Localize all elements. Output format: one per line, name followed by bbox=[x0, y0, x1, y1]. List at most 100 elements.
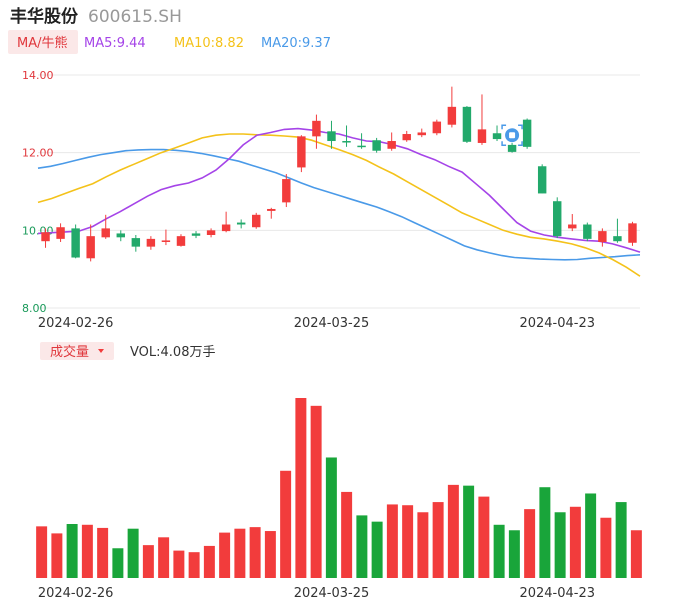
ma10-label: MA10:8.82 bbox=[174, 36, 244, 51]
x-tick-label: 2024-04-23 bbox=[519, 316, 595, 331]
x-tick-label: 2024-03-25 bbox=[294, 316, 370, 331]
volume-bar bbox=[539, 487, 551, 578]
candle bbox=[86, 224, 95, 262]
volume-bar bbox=[615, 502, 627, 578]
candle bbox=[492, 125, 502, 142]
volume-bar bbox=[386, 504, 398, 578]
volume-bar bbox=[112, 548, 124, 578]
candle bbox=[191, 231, 201, 239]
candle bbox=[537, 164, 547, 194]
candle bbox=[267, 207, 276, 219]
volume-bar bbox=[478, 496, 490, 578]
candle bbox=[553, 197, 562, 239]
stock-name: 丰华股份 bbox=[10, 6, 79, 27]
volume-bar bbox=[417, 512, 429, 578]
ma5-line bbox=[37, 127, 641, 253]
candle bbox=[101, 214, 110, 239]
volume-bar bbox=[524, 509, 536, 578]
candle bbox=[447, 86, 457, 128]
volume-bar bbox=[310, 405, 322, 578]
candle bbox=[522, 118, 532, 149]
candle bbox=[327, 120, 336, 149]
candle bbox=[372, 137, 381, 153]
volume-bar bbox=[127, 528, 139, 578]
candle bbox=[312, 114, 321, 149]
ma10-line bbox=[37, 133, 641, 277]
volume-bar bbox=[341, 491, 353, 578]
volume-bar bbox=[264, 531, 276, 578]
candle bbox=[252, 212, 261, 229]
candle bbox=[507, 142, 517, 153]
volume-bar bbox=[249, 527, 261, 578]
volume-bar bbox=[203, 545, 215, 578]
candle bbox=[628, 221, 637, 246]
candle bbox=[477, 94, 487, 145]
crosshair-marker-icon[interactable] bbox=[501, 124, 523, 146]
volume-bar bbox=[600, 517, 612, 578]
volume-badge[interactable] bbox=[40, 342, 114, 360]
candle bbox=[116, 230, 125, 242]
candle bbox=[71, 224, 80, 259]
candle bbox=[342, 125, 351, 147]
volume-bar bbox=[142, 545, 154, 578]
volume-bar bbox=[325, 457, 337, 578]
x-tick-label: 2024-02-26 bbox=[38, 316, 114, 331]
candle bbox=[357, 133, 366, 149]
volume-bar bbox=[463, 485, 475, 578]
volume-label: VOL:4.08万手 bbox=[130, 345, 215, 360]
candle bbox=[236, 219, 246, 229]
x-tick-label: 2024-04-23 bbox=[519, 586, 595, 601]
volume-bar bbox=[295, 398, 307, 578]
volume-bar bbox=[493, 524, 505, 578]
volume-bar bbox=[36, 526, 48, 578]
candle bbox=[56, 223, 65, 242]
y-tick-label: 14.00 bbox=[22, 69, 54, 82]
y-tick-label: 8.00 bbox=[22, 302, 47, 315]
candle bbox=[297, 135, 306, 173]
candle bbox=[131, 234, 141, 252]
volume-bar bbox=[356, 515, 368, 578]
ma-badge-label: MA/牛熊 bbox=[17, 35, 68, 51]
ma20-label: MA20:9.37 bbox=[261, 36, 331, 51]
price-grid bbox=[38, 74, 640, 309]
volume-bar bbox=[402, 505, 414, 578]
volume-bar bbox=[508, 530, 520, 578]
candle bbox=[282, 174, 291, 208]
volume-bars bbox=[36, 398, 642, 578]
candle bbox=[432, 119, 442, 136]
candlesticks bbox=[41, 86, 637, 262]
candle bbox=[583, 222, 592, 242]
candle bbox=[598, 228, 607, 247]
volume-bar bbox=[188, 552, 200, 578]
x-tick-label: 2024-02-26 bbox=[38, 586, 114, 601]
candle bbox=[417, 128, 426, 138]
ma20-line bbox=[37, 148, 641, 261]
ma5-label: MA5:9.44 bbox=[84, 36, 146, 51]
volume-bar bbox=[569, 506, 581, 578]
chevron-down-icon[interactable] bbox=[98, 349, 104, 353]
candle bbox=[221, 211, 231, 233]
stock-code: 600615.SH bbox=[88, 7, 182, 27]
candle bbox=[146, 236, 156, 250]
candle bbox=[402, 130, 411, 142]
candle bbox=[462, 106, 472, 143]
y-tick-label: 12.00 bbox=[22, 147, 54, 160]
volume-bar bbox=[219, 532, 231, 578]
candle bbox=[613, 218, 622, 243]
candle bbox=[176, 234, 186, 247]
volume-bar bbox=[81, 524, 93, 578]
volume-bar bbox=[630, 530, 642, 578]
volume-bar bbox=[447, 484, 459, 578]
ma-badge[interactable] bbox=[8, 30, 78, 54]
candle bbox=[161, 229, 171, 246]
volume-badge-label: 成交量 bbox=[50, 344, 89, 360]
volume-bar bbox=[585, 493, 597, 578]
candle bbox=[206, 228, 216, 238]
price-x-axis: 2024-02-26 2024-03-25 2024-04-23 bbox=[38, 316, 595, 331]
volume-bar bbox=[234, 528, 246, 578]
volume-bar bbox=[280, 470, 292, 578]
candle bbox=[41, 228, 50, 248]
volume-bar bbox=[66, 524, 78, 578]
